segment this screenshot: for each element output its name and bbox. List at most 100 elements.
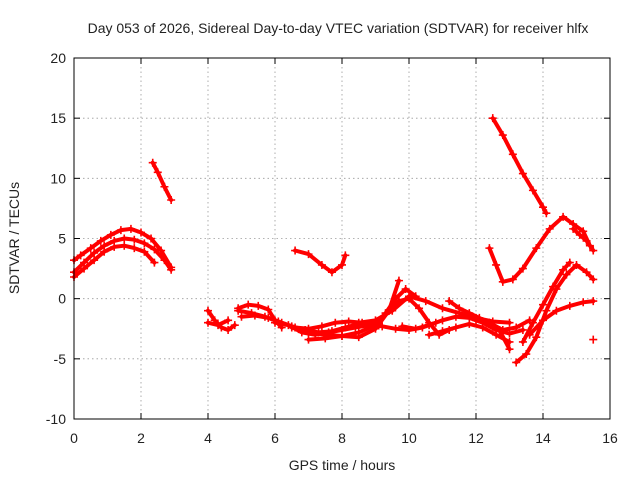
data-point-marker	[505, 345, 514, 354]
data-point-marker	[465, 319, 474, 328]
data-point-marker	[80, 264, 89, 273]
data-point-marker	[485, 244, 494, 253]
data-point-marker	[518, 264, 527, 273]
series-pass-d	[148, 158, 176, 204]
data-point-marker	[565, 301, 574, 310]
data-point-marker	[120, 234, 129, 243]
series-track	[356, 294, 512, 325]
x-tick-label: 2	[137, 430, 145, 446]
y-tick-label: -10	[46, 411, 66, 427]
data-point-marker	[148, 158, 157, 167]
data-point-marker	[532, 333, 541, 342]
series-track	[293, 248, 348, 275]
data-point-marker	[287, 323, 296, 332]
series-pass-b	[70, 224, 176, 272]
data-point-marker	[130, 235, 139, 244]
series-pass-a	[70, 234, 176, 277]
data-point-marker	[116, 226, 125, 235]
data-point-marker	[559, 265, 568, 274]
data-point-marker	[582, 236, 591, 245]
y-axis-label: SDTVAR / TECUs	[6, 182, 22, 294]
data-point-marker	[488, 114, 497, 123]
data-point-marker	[147, 234, 156, 243]
data-point-marker	[398, 322, 407, 331]
data-point-marker	[331, 318, 340, 327]
data-point-marker	[485, 318, 494, 327]
y-tick-label: 5	[58, 231, 66, 247]
data-point-marker	[167, 195, 176, 204]
data-point-marker	[455, 304, 464, 313]
data-point-marker	[542, 306, 551, 315]
axis-ticks: 0 2 4 6 8 10 12 14 16 -10 -5 0 5 10 15 20	[46, 50, 618, 446]
data-point-marker	[86, 244, 95, 253]
x-axis-label: GPS time / hours	[289, 457, 396, 473]
data-point-marker	[304, 250, 313, 259]
data-point-marker	[411, 324, 420, 333]
data-point-marker	[552, 306, 561, 315]
series-pass-e	[204, 306, 239, 334]
data-point-marker	[589, 335, 598, 344]
data-point-marker	[528, 186, 537, 195]
data-point-marker	[525, 330, 534, 339]
chart-title: Day 053 of 2026, Sidereal Day-to-day VTE…	[88, 20, 589, 36]
data-point-marker	[120, 241, 129, 250]
series-track	[571, 226, 596, 253]
data-point-marker	[569, 224, 578, 233]
series-pass-w	[518, 258, 574, 346]
data-point-marker	[539, 300, 547, 309]
data-point-marker	[106, 230, 115, 239]
data-point-marker	[271, 318, 279, 327]
x-tick-label: 14	[535, 430, 551, 446]
series-pass-u	[485, 212, 594, 286]
data-point-marker	[304, 328, 313, 337]
data-point-marker	[572, 260, 581, 269]
data-point-marker	[478, 323, 487, 332]
data-point-marker	[204, 306, 212, 315]
x-tick-label: 6	[271, 430, 279, 446]
data-point-marker	[90, 256, 99, 265]
data-point-marker	[401, 285, 410, 294]
data-point-marker	[254, 301, 263, 310]
data-point-marker	[522, 350, 531, 359]
data-point-marker	[354, 318, 363, 327]
y-tick-label: 15	[50, 110, 66, 126]
y-tick-label: -5	[54, 351, 67, 367]
x-tick-label: 12	[468, 430, 484, 446]
data-point-marker	[498, 131, 507, 140]
data-point-marker	[562, 270, 571, 279]
data-point-marker	[327, 268, 336, 277]
series-pass-x	[525, 297, 598, 339]
data-point-marker	[140, 239, 149, 248]
data-point-marker	[451, 323, 460, 332]
data-point-marker	[421, 297, 430, 306]
data-point-marker	[137, 228, 145, 237]
x-tick-label: 8	[338, 430, 346, 446]
data-point-marker	[508, 150, 517, 159]
data-point-marker	[224, 316, 233, 325]
series-track	[490, 116, 549, 216]
data-point-marker	[344, 317, 353, 326]
series-track	[520, 260, 572, 344]
y-tick-label: 10	[50, 170, 66, 186]
data-point-marker	[234, 306, 243, 315]
series-pass-v	[512, 260, 598, 367]
data-point-marker	[505, 329, 514, 338]
series-pass-t	[488, 114, 551, 218]
data-point-marker	[351, 323, 360, 332]
data-point-marker	[167, 263, 176, 272]
data-point-marker	[445, 297, 454, 306]
series-pass-f	[204, 316, 233, 330]
data-point-marker	[264, 305, 273, 314]
data-point-marker	[438, 327, 447, 336]
y-tick-label: 20	[50, 50, 66, 66]
x-tick-label: 16	[602, 430, 618, 446]
data-point-marker	[505, 318, 514, 327]
data-point-marker	[304, 335, 313, 344]
data-point-marker	[371, 316, 380, 325]
data-point-marker	[512, 358, 521, 367]
data-point-marker	[589, 275, 598, 284]
series-pass-j	[291, 246, 350, 277]
data-point-marker	[528, 318, 537, 327]
data-point-marker	[140, 247, 149, 256]
data-point-marker	[157, 246, 166, 255]
